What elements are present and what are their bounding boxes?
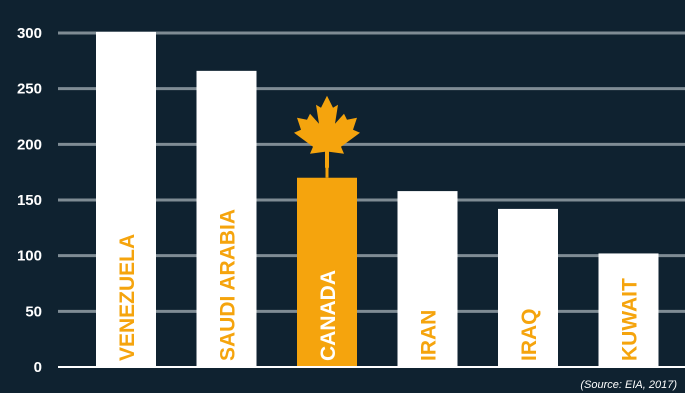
bar-label-venezuela: VENEZUELA xyxy=(116,234,139,361)
y-tick-label-100: 100 xyxy=(17,248,42,265)
y-tick-label-200: 200 xyxy=(17,136,42,153)
bar-iran xyxy=(397,191,458,367)
bar-saudi-arabia xyxy=(196,70,257,367)
gridlines xyxy=(58,31,685,313)
bar-iraq xyxy=(498,208,558,367)
y-tick-label-150: 150 xyxy=(17,192,42,209)
bar-label-iran: IRAN xyxy=(418,310,441,361)
bar-label-saudi-arabia: SAUDI ARABIA xyxy=(217,209,240,361)
source-note: (Source: EIA, 2017) xyxy=(580,379,677,391)
y-tick-label-50: 50 xyxy=(25,303,42,320)
bar-canada xyxy=(297,177,357,367)
bar-label-canada: CANADA xyxy=(317,270,340,361)
bar-labels: VENEZUELA SAUDI ARABIA CANADA IRAN IRAQ KUWAI… xyxy=(116,209,642,361)
maple-leaf-icon xyxy=(294,95,360,178)
bar-kuwait xyxy=(598,253,659,367)
y-axis-ticks: 0 50 100 150 200 250 300 xyxy=(17,25,42,376)
bar-label-iraq: IRAQ xyxy=(518,309,541,362)
y-tick-label-250: 250 xyxy=(17,81,42,98)
bars xyxy=(96,31,659,368)
y-tick-label-0: 0 xyxy=(34,359,42,376)
bar-venezuela xyxy=(96,31,156,368)
y-tick-label-300: 300 xyxy=(17,25,42,42)
bar-label-kuwait: KUWAIT xyxy=(619,278,642,361)
